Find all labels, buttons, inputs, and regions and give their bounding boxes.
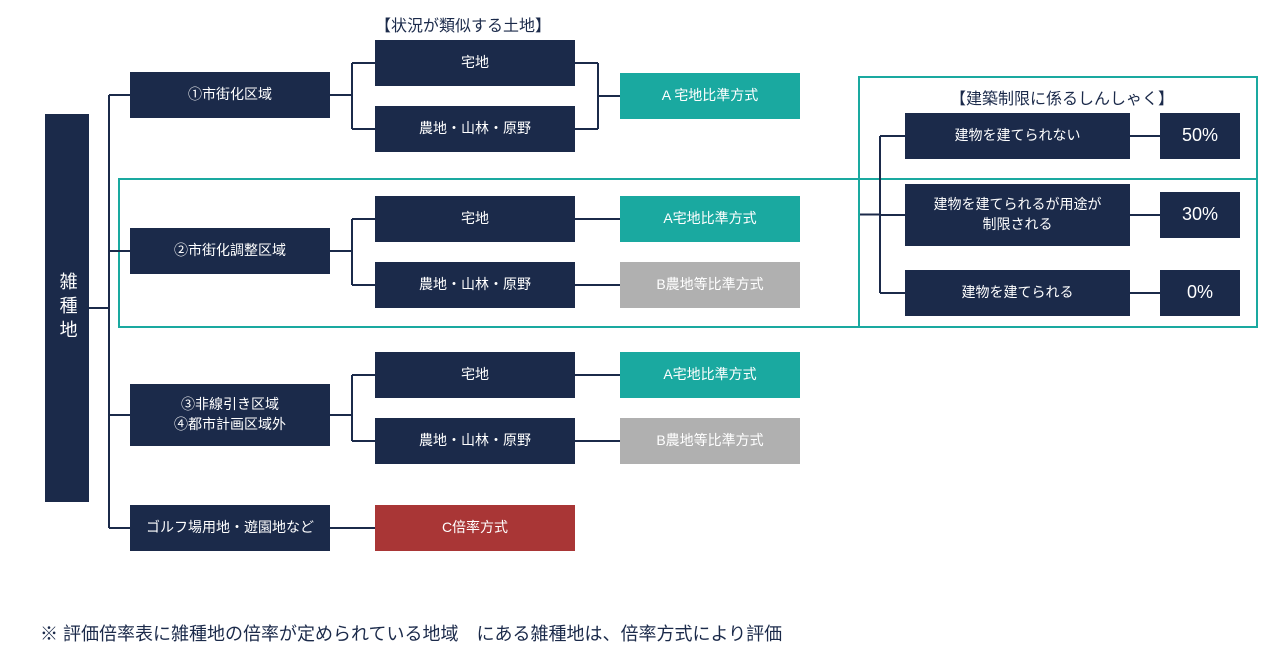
highlight-restriction-group [858,76,1258,328]
category-golf-amusement: ゴルフ場用地・遊園地など [130,505,330,551]
footer-note: ※ 評価倍率表に雑種地の倍率が定められている地域 にある雑種地は、倍率方式により… [40,620,782,646]
landtype-residential-1: 宅地 [375,40,575,86]
landtype-agricultural-1: 農地・山林・原野 [375,106,575,152]
header-similar-land: 【状況が類似する土地】 [375,12,551,36]
landtype-residential-3: 宅地 [375,352,575,398]
root-node: 雑種地 [45,114,89,502]
method-a-1: A 宅地比準方式 [620,73,800,119]
category-urbanization: ①市街化区域 [130,72,330,118]
category-non-delineated: ③非線引き区域④都市計画区域外 [130,384,330,446]
method-c: C倍率方式 [375,505,575,551]
landtype-agricultural-3: 農地・山林・原野 [375,418,575,464]
method-a-3: A宅地比準方式 [620,352,800,398]
method-b-3: B農地等比準方式 [620,418,800,464]
